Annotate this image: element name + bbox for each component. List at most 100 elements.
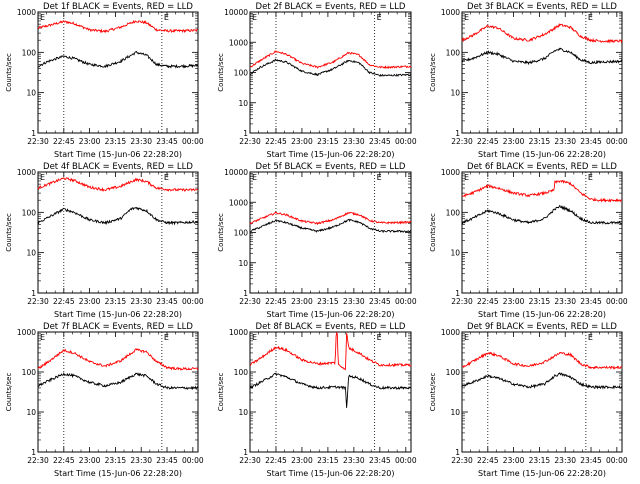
x-tick-label: 23:45 bbox=[156, 137, 178, 146]
y-tick-label: 100 bbox=[234, 368, 249, 377]
x-tick-label: 23:45 bbox=[580, 137, 602, 146]
chart-title: Det 4f BLACK = Events, RED = LLD bbox=[43, 162, 193, 172]
e-marker: E bbox=[164, 173, 169, 182]
series-line-events bbox=[461, 371, 623, 390]
x-tick-label: 23:00 bbox=[503, 456, 525, 465]
x-tick-label: 22:45 bbox=[477, 137, 499, 146]
y-tick-label: 10 bbox=[450, 89, 460, 98]
series-line-events bbox=[37, 50, 199, 69]
y-axis-label: Counts/sec bbox=[429, 213, 437, 252]
y-axis-label: Counts/sec bbox=[5, 373, 13, 412]
e-marker: E bbox=[40, 173, 45, 182]
y-axis-label: Counts/sec bbox=[217, 53, 225, 92]
x-tick-label: 00:00 bbox=[395, 456, 417, 465]
y-tick-label: 100 bbox=[22, 368, 37, 377]
chart-panel-5: Det 5f BLACK = Events, RED = LLD Counts/s… bbox=[217, 162, 417, 319]
y-tick-label: 1 bbox=[243, 129, 248, 138]
x-tick-label: 00:00 bbox=[606, 456, 628, 465]
x-tick-label: 22:45 bbox=[53, 137, 75, 146]
e-marker: E bbox=[377, 173, 382, 182]
x-tick-label: 23:15 bbox=[105, 297, 127, 306]
y-axis-label: Counts/sec bbox=[429, 373, 437, 412]
y-tick-label: 1 bbox=[243, 448, 248, 457]
e-marker: E bbox=[588, 173, 593, 182]
x-tick-label: 00:00 bbox=[182, 297, 204, 306]
e-marker: E bbox=[252, 333, 257, 342]
x-tick-label: 23:15 bbox=[529, 456, 551, 465]
x-axis-label: Start Time (15-Jun-06 22:28:20) bbox=[478, 469, 606, 478]
x-tick-label: 22:30 bbox=[451, 297, 473, 306]
x-tick-label: 23:00 bbox=[79, 137, 101, 146]
x-axis-label: Start Time (15-Jun-06 22:28:20) bbox=[54, 310, 182, 319]
chart-title: Det 5f BLACK = Events, RED = LLD bbox=[256, 162, 406, 172]
series-line-events bbox=[249, 218, 412, 234]
y-tick-label: 10 bbox=[238, 259, 248, 268]
x-tick-label: 23:30 bbox=[554, 137, 576, 146]
x-tick-label: 22:30 bbox=[27, 297, 49, 306]
y-tick-label: 10 bbox=[26, 249, 36, 258]
series-line-lld bbox=[461, 22, 623, 44]
e-marker: E bbox=[464, 13, 469, 22]
x-tick-label: 23:15 bbox=[529, 297, 551, 306]
series-line-lld bbox=[461, 179, 623, 203]
plot-frame bbox=[37, 11, 199, 134]
x-axis-label: Start Time (15-Jun-06 22:28:20) bbox=[267, 150, 395, 159]
y-tick-label: 1 bbox=[243, 289, 248, 298]
y-tick-label: 1000 bbox=[441, 168, 460, 177]
x-tick-label: 23:00 bbox=[291, 297, 313, 306]
y-tick-label: 100 bbox=[446, 48, 461, 57]
chart-title: Det 2f BLACK = Events, RED = LLD bbox=[256, 2, 406, 12]
x-tick-label: 23:45 bbox=[369, 137, 391, 146]
chart-panel-1: Det 1f BLACK = Events, RED = LLD Counts/s… bbox=[5, 2, 204, 159]
y-axis-label: Counts/sec bbox=[5, 213, 13, 252]
x-tick-label: 23:00 bbox=[79, 456, 101, 465]
y-tick-label: 1 bbox=[455, 129, 460, 138]
y-tick-label: 1000 bbox=[229, 38, 248, 47]
series-line-events bbox=[37, 371, 199, 391]
x-tick-label: 22:30 bbox=[27, 456, 49, 465]
series-line-lld bbox=[461, 351, 623, 370]
series-line-lld bbox=[37, 347, 199, 371]
chart-title: Det 1f BLACK = Events, RED = LLD bbox=[43, 2, 193, 12]
x-tick-label: 22:30 bbox=[239, 137, 261, 146]
x-axis-label: Start Time (15-Jun-06 22:28:20) bbox=[478, 310, 606, 319]
y-tick-label: 10 bbox=[26, 408, 36, 417]
y-tick-label: 100 bbox=[446, 368, 461, 377]
plot-frame bbox=[461, 331, 623, 453]
chart-panel-7: Det 7f BLACK = Events, RED = LLD Counts/s… bbox=[5, 322, 204, 478]
x-tick-label: 23:30 bbox=[130, 297, 152, 306]
y-tick-label: 1000 bbox=[17, 328, 36, 337]
x-tick-label: 23:00 bbox=[503, 297, 525, 306]
x-axis-label: Start Time (15-Jun-06 22:28:20) bbox=[54, 469, 182, 478]
chart-panel-3: Det 3f BLACK = Events, RED = LLD Counts/s… bbox=[429, 2, 628, 159]
chart-panel-4: Det 4f BLACK = Events, RED = LLD Counts/s… bbox=[5, 162, 204, 319]
x-tick-label: 23:45 bbox=[369, 297, 391, 306]
x-tick-label: 23:30 bbox=[554, 297, 576, 306]
y-tick-label: 1000 bbox=[229, 328, 248, 337]
x-tick-label: 23:15 bbox=[317, 137, 339, 146]
chart-title: Det 3f BLACK = Events, RED = LLD bbox=[467, 2, 617, 12]
e-marker: E bbox=[164, 13, 169, 22]
y-tick-label: 10 bbox=[450, 249, 460, 258]
x-tick-label: 22:45 bbox=[265, 137, 287, 146]
y-tick-label: 10 bbox=[450, 408, 460, 417]
x-tick-label: 23:45 bbox=[580, 456, 602, 465]
y-axis-label: Counts/sec bbox=[5, 53, 13, 92]
y-tick-label: 10 bbox=[238, 99, 248, 108]
chart-panel-6: Det 6f BLACK = Events, RED = LLD Counts/s… bbox=[429, 162, 628, 319]
series-line-events bbox=[249, 58, 412, 78]
x-tick-label: 22:45 bbox=[265, 297, 287, 306]
x-tick-label: 23:30 bbox=[554, 456, 576, 465]
y-tick-label: 1000 bbox=[441, 8, 460, 17]
x-tick-label: 00:00 bbox=[395, 297, 417, 306]
y-tick-label: 100 bbox=[234, 229, 249, 238]
x-tick-label: 00:00 bbox=[606, 137, 628, 146]
e-marker: E bbox=[252, 13, 257, 22]
x-tick-label: 22:45 bbox=[477, 297, 499, 306]
x-tick-label: 00:00 bbox=[182, 456, 204, 465]
y-tick-label: 1 bbox=[455, 289, 460, 298]
x-tick-label: 23:15 bbox=[317, 297, 339, 306]
x-tick-label: 22:30 bbox=[451, 456, 473, 465]
chart-title: Det 6f BLACK = Events, RED = LLD bbox=[467, 162, 617, 172]
